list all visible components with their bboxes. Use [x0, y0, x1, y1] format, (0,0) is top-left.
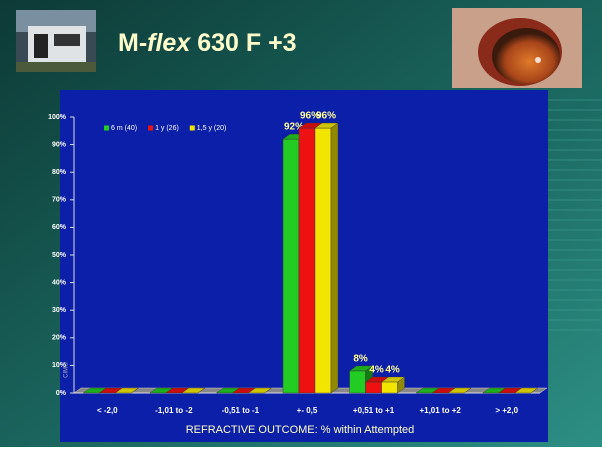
- y-tick-label: 50%: [52, 252, 67, 259]
- bar: [314, 122, 339, 394]
- value-label: 4%: [385, 365, 400, 376]
- y-tick-label: 0%: [56, 390, 67, 397]
- title-part: flex: [147, 29, 191, 57]
- x-tick-label: +- 0,5: [297, 406, 318, 415]
- value-label: 4%: [369, 365, 384, 376]
- eye-photo: [452, 8, 582, 88]
- slide-title: M-flex 630 F +3: [118, 29, 297, 57]
- bar-side: [330, 122, 339, 394]
- x-tick-label: +0,51 to +1: [353, 406, 395, 415]
- bar-top: [447, 387, 472, 394]
- y-tick-label: 70%: [52, 197, 67, 204]
- y-tick-label: 20%: [52, 335, 67, 342]
- bar-top: [181, 387, 206, 394]
- x-tick-label: > +2,0: [495, 406, 518, 415]
- y-tick-label: 10%: [52, 362, 67, 369]
- bar: [447, 387, 472, 394]
- y-tick-label: 30%: [52, 307, 67, 314]
- value-label: 8%: [353, 354, 368, 365]
- bar-top: [514, 387, 539, 394]
- bar: [181, 387, 206, 394]
- y-tick-label: 100%: [48, 114, 67, 121]
- bar-front: [282, 138, 300, 394]
- y-tick-label: 90%: [52, 141, 67, 148]
- bar-front: [314, 127, 332, 394]
- legend-swatch: [104, 125, 109, 131]
- y-tick-label: 40%: [52, 279, 67, 286]
- bar-top: [380, 376, 406, 383]
- legend-label: 6 m (40): [111, 125, 137, 132]
- bar: [380, 376, 406, 394]
- stripes: [548, 99, 602, 331]
- bar-top: [114, 387, 139, 394]
- legend-swatch: [189, 125, 195, 131]
- value-label: 96%: [300, 111, 320, 122]
- bar-front: [349, 370, 366, 394]
- bar-top: [348, 365, 374, 372]
- x-tick-label: +1,01 to +2: [419, 406, 461, 415]
- watermark: CIMO: [64, 362, 70, 378]
- value-label: 96%: [316, 111, 336, 122]
- title-part: 630 F +3: [197, 29, 296, 57]
- x-axis-title: REFRACTIVE OUTCOME: % within Attempted: [186, 424, 415, 436]
- plot: 0% 10% 20% 30% 40% 50% 60% 70% 80% 90% 100% < -2,0 -…: [48, 111, 548, 415]
- y-tick-label: 60%: [52, 224, 67, 231]
- bar-top: [247, 387, 273, 394]
- legend-swatch: [148, 125, 154, 131]
- x-tick-label: -1,01 to -2: [155, 406, 193, 415]
- x-tick-label: -0,51 to -1: [222, 406, 260, 415]
- bar: [247, 387, 273, 394]
- legend-label: 1,5 y (20): [197, 125, 227, 132]
- y-tick-label: 80%: [52, 169, 67, 176]
- bar: [114, 387, 139, 394]
- value-label: 92%: [284, 122, 304, 133]
- bar: [514, 387, 539, 394]
- bar-front: [365, 381, 382, 394]
- bar-top: [314, 122, 339, 129]
- x-tick-label: < -2,0: [97, 406, 118, 415]
- bar-front: [298, 127, 316, 394]
- title-part: M-: [118, 29, 147, 57]
- legend-label: 1 y (26): [155, 125, 179, 132]
- bar-front: [381, 381, 398, 394]
- building-photo: [16, 10, 96, 72]
